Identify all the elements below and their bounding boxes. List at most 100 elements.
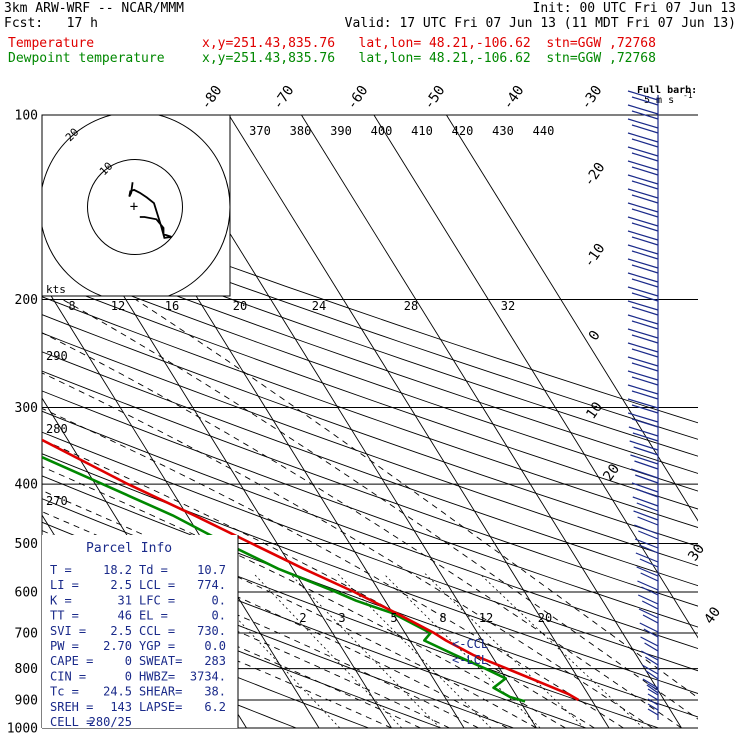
wind-barb <box>636 502 659 512</box>
wind-barb <box>640 572 659 582</box>
wind-barb <box>638 530 659 540</box>
wind-barb <box>638 608 659 619</box>
dry-adiabat-line <box>42 314 698 547</box>
wind-barb <box>631 166 659 176</box>
wind-barb <box>647 703 659 711</box>
dry-adiabat-line <box>42 431 698 672</box>
parcel-info-key: K = <box>50 593 72 607</box>
isotherm-label: -30 <box>578 83 606 113</box>
wind-barb <box>646 684 659 694</box>
parcel-info-value: 0. <box>212 609 226 623</box>
parcel-info-value: 31 <box>118 593 132 607</box>
isotherm-label: -40 <box>500 83 528 113</box>
level-marker-label: <-LCL <box>452 653 488 667</box>
wind-barb <box>635 552 659 563</box>
init-time: Init: 00 UTC Fri 07 Jun 13 <box>532 1 737 16</box>
wind-barb <box>642 678 659 689</box>
mixing-ratio-line <box>479 573 644 728</box>
wind-barb <box>639 558 659 568</box>
wind-barb <box>631 362 659 372</box>
theta-label: 380 <box>290 124 312 138</box>
dewpoint-station-info: x,y=251.43,835.76 lat,lon= 48.21,-106.62… <box>202 51 656 66</box>
wind-barb <box>647 708 659 716</box>
isotherm-label: 10 <box>583 399 606 422</box>
parcel-info-key: CELL = <box>50 715 93 729</box>
wind-barb <box>631 376 659 386</box>
dry-adiabat-line <box>42 196 698 424</box>
moist-adiabat-line <box>42 562 421 728</box>
wind-barb <box>627 230 659 241</box>
wind-barb <box>635 488 659 498</box>
theta-label: 390 <box>330 124 352 138</box>
dry-adiabat-line <box>42 212 698 440</box>
parcel-info-key: SVI = <box>50 624 86 638</box>
wind-barb <box>627 216 659 227</box>
theta-label: 280 <box>46 422 68 436</box>
wind-barb <box>634 538 659 549</box>
isotherm-label: -70 <box>270 83 298 113</box>
wind-barb <box>631 180 659 190</box>
dry-adiabat-line <box>42 597 369 728</box>
hodograph-trace <box>128 182 172 239</box>
isotherm-label: 30 <box>685 541 708 564</box>
isotherm-label: -50 <box>421 83 449 113</box>
theta-label: 440 <box>533 124 555 138</box>
isotach-label: 8 <box>68 299 75 313</box>
mixing-ratio-label: 2 <box>299 611 306 625</box>
mixing-ratio-label: 12 <box>479 611 493 625</box>
wind-barb <box>631 292 659 302</box>
parcel-info-value: 2.70 <box>103 639 132 653</box>
wind-barb <box>627 160 659 171</box>
parcel-info-key: T = <box>50 563 72 577</box>
parcel-info-value: 3734. <box>190 669 226 683</box>
parcel-info-key: LFC = <box>139 593 175 607</box>
pressure-tick-label: 1000 <box>7 722 38 737</box>
parcel-info-key: TT = <box>50 609 79 623</box>
parcel-info-value: 10.7 <box>197 563 226 577</box>
wind-barb <box>631 404 659 414</box>
parcel-info-value: 730. <box>197 624 226 638</box>
dewpoint-legend-label: Dewpoint temperature <box>8 51 165 66</box>
wind-barb <box>644 642 659 652</box>
isotherm-line <box>228 115 610 728</box>
dry-adiabat-line <box>42 296 698 528</box>
theta-label: 370 <box>249 124 271 138</box>
wind-barb <box>628 426 659 437</box>
parcel-info-key: CAPE = <box>50 654 93 668</box>
isotherm-label: -60 <box>344 83 372 113</box>
isotach-label: 12 <box>111 299 125 313</box>
wind-barb <box>641 650 659 661</box>
pressure-tick-label: 200 <box>15 293 38 308</box>
pressure-tick-label: 500 <box>15 537 38 552</box>
wind-barb <box>631 194 659 204</box>
wind-barb <box>631 334 659 344</box>
theta-label: 270 <box>46 494 68 508</box>
parcel-info-key: PW = <box>50 639 79 653</box>
theta-label: 420 <box>452 124 474 138</box>
wind-barb <box>640 636 659 647</box>
pressure-tick-label: 400 <box>15 478 38 493</box>
temperature-legend-label: Temperature <box>8 36 95 51</box>
wind-barb <box>637 580 659 591</box>
wind-barb <box>634 460 659 470</box>
wind-barb <box>632 432 659 442</box>
wind-barb <box>638 544 659 554</box>
wind-barb <box>633 446 659 456</box>
wind-barb <box>645 656 659 666</box>
parcel-info-key: LI = <box>50 578 79 592</box>
wind-barb <box>631 482 659 493</box>
dry-adiabat-line <box>42 332 698 567</box>
pressure-tick-label: 900 <box>15 693 38 708</box>
forecast-hour: Fcst: 17 h <box>4 16 98 31</box>
parcel-info-value: 280/25 <box>89 715 132 729</box>
parcel-info-key: Td = <box>139 563 168 577</box>
hodograph-rings <box>42 115 230 296</box>
mixing-ratio-line <box>253 573 403 728</box>
dry-adiabat-line <box>42 410 698 650</box>
wind-barb <box>636 566 659 577</box>
isotherm-label: -80 <box>198 83 226 113</box>
barb-legend-value: 5 m s <box>644 95 674 106</box>
parcel-info-value: 24.5 <box>103 685 132 699</box>
wind-barb <box>637 594 659 605</box>
